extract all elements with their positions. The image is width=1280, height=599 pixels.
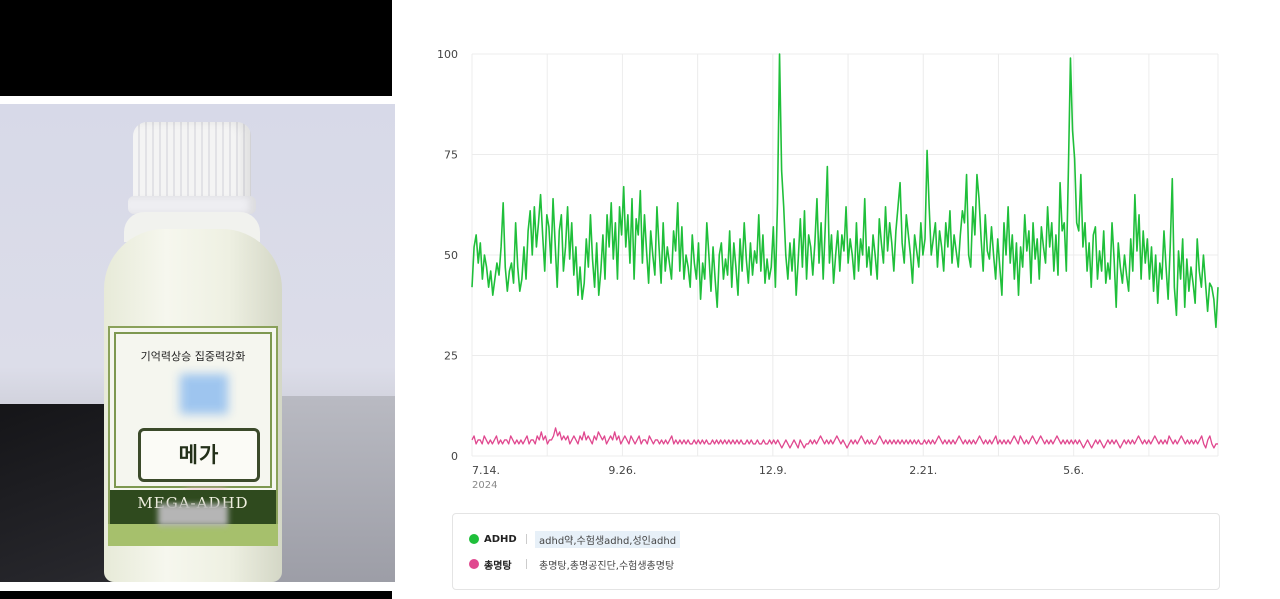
- bottle-cap: [133, 122, 251, 202]
- bottle-cap-ring: [128, 196, 256, 214]
- legend-series-name: ADHD: [484, 533, 517, 545]
- legend-dot-chongmyeongtang: [469, 559, 479, 569]
- bottle-label: 기억력상승 집중력강화 메가 ADHD MEGA-ADHD: [108, 326, 278, 526]
- bottle-label-frame: 기억력상승 집중력강화 메가 ADHD: [114, 332, 272, 515]
- black-bar-bottom: [0, 591, 392, 599]
- legend-divider: [526, 559, 527, 569]
- legend-item-chongmyeongtang[interactable]: 총명탕 총명탕,총명공진단,수험생총명탕: [469, 554, 678, 574]
- y-axis-ticks: 0 25 50 75 100: [437, 48, 458, 463]
- blurred-logo: [180, 374, 228, 414]
- series-line-adhd: [471, 53, 1219, 329]
- x-tick-label: 9.26.: [608, 464, 636, 477]
- y-tick-label: 0: [451, 450, 458, 463]
- legend-dot-adhd: [469, 534, 479, 544]
- y-tick-label: 100: [437, 48, 458, 61]
- chart-gridlines: [471, 53, 1219, 457]
- legend-series-keywords: 총명탕,총명공진단,수험생총명탕: [539, 560, 675, 572]
- legend-divider: [526, 534, 527, 544]
- label-lower-green-bar: [108, 524, 278, 546]
- chart-series: [471, 53, 1219, 449]
- legend-item-adhd[interactable]: ADHD adhd약,수험생adhd,성인adhd: [469, 529, 681, 549]
- x-axis-ticks: 7.14. 2024 9.26. 12.9. 2.21. 5.6.: [472, 464, 1084, 491]
- y-tick-label: 75: [444, 149, 458, 162]
- legend-series-name: 총명탕: [484, 560, 512, 572]
- x-tick-year-label: 2024: [472, 480, 497, 491]
- black-bar-top: [0, 0, 392, 96]
- legend-series-keywords: adhd약,수험생adhd,성인adhd: [535, 530, 681, 548]
- y-tick-label: 25: [444, 350, 458, 363]
- label-tagline: 기억력상승 집중력강화: [140, 350, 246, 363]
- y-tick-label: 50: [444, 249, 458, 262]
- product-photo-panel: 기억력상승 집중력강화 메가 ADHD MEGA-ADHD: [0, 0, 395, 599]
- x-tick-label: 7.14.: [472, 464, 500, 477]
- blurred-lower-text: [158, 504, 228, 526]
- series-line-chongmyeongtang: [471, 427, 1218, 449]
- chart-legend: ADHD adhd약,수험생adhd,성인adhd 총명탕 총명탕,총명공진단,…: [452, 513, 1220, 590]
- x-tick-label: 12.9.: [759, 464, 787, 477]
- bottle-photo: 기억력상승 집중력강화 메가 ADHD MEGA-ADHD: [0, 104, 395, 582]
- x-tick-label: 2.21.: [909, 464, 937, 477]
- label-brand-name: 메가 ADHD: [138, 428, 260, 515]
- supplement-bottle: 기억력상승 집중력강화 메가 ADHD MEGA-ADHD: [98, 104, 288, 582]
- search-trend-line-chart: 0 25 50 75 100 7.14. 2024 9.26. 12.9. 2.21. 5.6.: [437, 48, 1219, 491]
- x-tick-label: 5.6.: [1063, 464, 1084, 477]
